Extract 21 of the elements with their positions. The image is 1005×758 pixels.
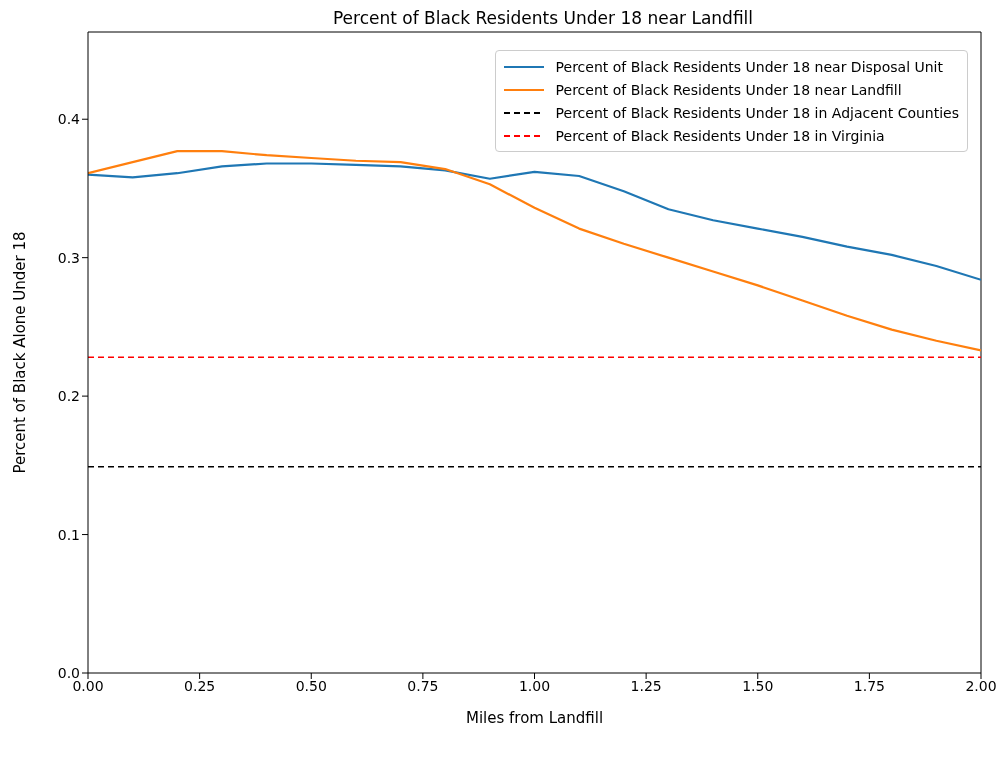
- line-series: [88, 149, 981, 352]
- legend-label: Percent of Black Residents Under 18 in Adjacent Counties: [555, 104, 959, 121]
- legend-label: Percent of Black Residents Under 18 near Landfill: [555, 81, 902, 98]
- legend-label: Percent of Black Residents Under 18 in Virginia: [555, 127, 885, 144]
- x-tick-label: 0.50: [295, 677, 327, 694]
- y-tick-label: 0.4: [57, 111, 81, 128]
- line-series: [88, 162, 981, 281]
- chart-title: Percent of Black Residents Under 18 near Landfill: [331, 8, 755, 28]
- x-tick-label: 1.25: [630, 677, 662, 694]
- legend-label: Percent of Black Residents Under 18 near Disposal Unit: [555, 58, 944, 75]
- x-tick-label: 1.75: [853, 677, 885, 694]
- x-tick-label: 2.00: [965, 677, 997, 694]
- y-axis-title: Percent of Black Alone Under 18: [11, 231, 30, 474]
- x-tick-label: 1.50: [742, 677, 774, 694]
- x-tick-label: 0.75: [407, 677, 439, 694]
- y-tick-label: 0.3: [57, 249, 80, 266]
- x-tick-label: 0.25: [184, 677, 216, 694]
- y-tick-label: 0.2: [57, 388, 80, 405]
- x-tick-label: 1.00: [518, 677, 551, 694]
- y-tick-label: 0.1: [57, 526, 80, 543]
- x-axis-title: Miles from Landfill: [465, 709, 604, 727]
